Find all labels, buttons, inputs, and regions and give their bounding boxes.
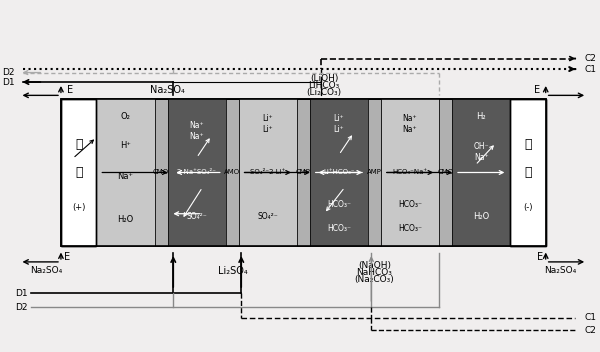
Text: Na₂SO₄: Na₂SO₄ bbox=[150, 85, 185, 95]
Bar bbox=[97, 99, 155, 246]
Bar bbox=[167, 99, 226, 246]
Bar bbox=[239, 99, 297, 246]
Text: SO₄²⁻: SO₄²⁻ bbox=[186, 212, 207, 221]
Text: SO₄²⁻: SO₄²⁻ bbox=[257, 212, 278, 221]
Text: Li⁺HCO₃⁻: Li⁺HCO₃⁻ bbox=[323, 170, 355, 176]
Text: E: E bbox=[64, 252, 70, 262]
Text: HCO₃⁻: HCO₃⁻ bbox=[327, 224, 351, 233]
Text: (Li₂CO₃): (Li₂CO₃) bbox=[307, 88, 341, 97]
Bar bbox=[452, 99, 510, 246]
Text: Na⁺
Na⁺: Na⁺ Na⁺ bbox=[403, 114, 418, 134]
Text: E: E bbox=[536, 252, 543, 262]
Text: D2: D2 bbox=[15, 303, 28, 312]
Text: H₂: H₂ bbox=[476, 112, 486, 121]
Bar bbox=[510, 99, 546, 246]
Text: (LiOH): (LiOH) bbox=[310, 74, 338, 83]
Text: D2: D2 bbox=[2, 68, 15, 77]
Text: AMO: AMO bbox=[224, 170, 240, 176]
Bar bbox=[61, 99, 97, 246]
Text: Na₂SO₄: Na₂SO₄ bbox=[30, 266, 62, 275]
Text: (NaOH): (NaOH) bbox=[358, 261, 391, 270]
Text: CMP: CMP bbox=[296, 170, 311, 176]
Bar bbox=[61, 99, 97, 246]
Text: Na₂SO₄: Na₂SO₄ bbox=[544, 266, 577, 275]
Text: H₂O: H₂O bbox=[473, 212, 490, 221]
Bar bbox=[61, 99, 546, 246]
Bar bbox=[368, 99, 381, 246]
Text: LiHCO₃: LiHCO₃ bbox=[308, 81, 340, 90]
Text: E: E bbox=[67, 85, 73, 95]
Text: 阴: 阴 bbox=[524, 138, 532, 151]
Bar bbox=[381, 99, 439, 246]
Text: 2 Na⁺SO₄²⁻: 2 Na⁺SO₄²⁻ bbox=[177, 170, 216, 176]
Text: Li⁺
Li⁺: Li⁺ Li⁺ bbox=[262, 114, 273, 134]
Text: CMO: CMO bbox=[437, 170, 454, 176]
Text: H₂O: H₂O bbox=[118, 215, 134, 224]
Text: 极: 极 bbox=[524, 166, 532, 179]
Text: NaHCO₃: NaHCO₃ bbox=[356, 268, 392, 277]
Text: C2: C2 bbox=[584, 54, 596, 63]
Text: AMP: AMP bbox=[367, 170, 382, 176]
Text: Na⁺: Na⁺ bbox=[118, 172, 133, 181]
Text: Li₂SO₄: Li₂SO₄ bbox=[218, 266, 247, 276]
Text: D1: D1 bbox=[2, 77, 15, 87]
Bar bbox=[310, 99, 368, 246]
Bar bbox=[439, 99, 452, 246]
Text: O₂: O₂ bbox=[121, 112, 130, 121]
Text: E: E bbox=[533, 85, 540, 95]
Bar bbox=[226, 99, 239, 246]
Text: SO₄²⁻2 Li⁺: SO₄²⁻2 Li⁺ bbox=[250, 170, 286, 176]
Text: 极: 极 bbox=[75, 166, 82, 179]
Text: HCO₃⁻: HCO₃⁻ bbox=[398, 200, 422, 209]
Bar bbox=[510, 99, 546, 246]
Bar bbox=[155, 99, 167, 246]
Text: C1: C1 bbox=[584, 64, 596, 74]
Text: (+): (+) bbox=[72, 203, 85, 212]
Text: HCO₃⁻: HCO₃⁻ bbox=[398, 224, 422, 233]
Text: Li⁺
Li⁺: Li⁺ Li⁺ bbox=[334, 114, 344, 134]
Bar bbox=[297, 99, 310, 246]
Text: H⁺: H⁺ bbox=[120, 142, 131, 151]
Text: C1: C1 bbox=[584, 314, 596, 322]
Text: HCO₃⁻: HCO₃⁻ bbox=[327, 200, 351, 209]
Text: C2: C2 bbox=[584, 326, 596, 335]
Text: 阳: 阳 bbox=[75, 138, 82, 151]
Text: HCO₃⁻Na⁺: HCO₃⁻Na⁺ bbox=[392, 170, 428, 176]
Text: Na⁺
Na⁺: Na⁺ Na⁺ bbox=[190, 121, 204, 141]
Text: OH⁻
Na⁺: OH⁻ Na⁺ bbox=[473, 142, 489, 162]
Text: CMO: CMO bbox=[153, 170, 169, 176]
Text: (Na₂CO₃): (Na₂CO₃) bbox=[355, 275, 394, 284]
Text: D1: D1 bbox=[15, 289, 28, 298]
Bar bbox=[61, 99, 546, 246]
Text: (-): (-) bbox=[523, 203, 533, 212]
